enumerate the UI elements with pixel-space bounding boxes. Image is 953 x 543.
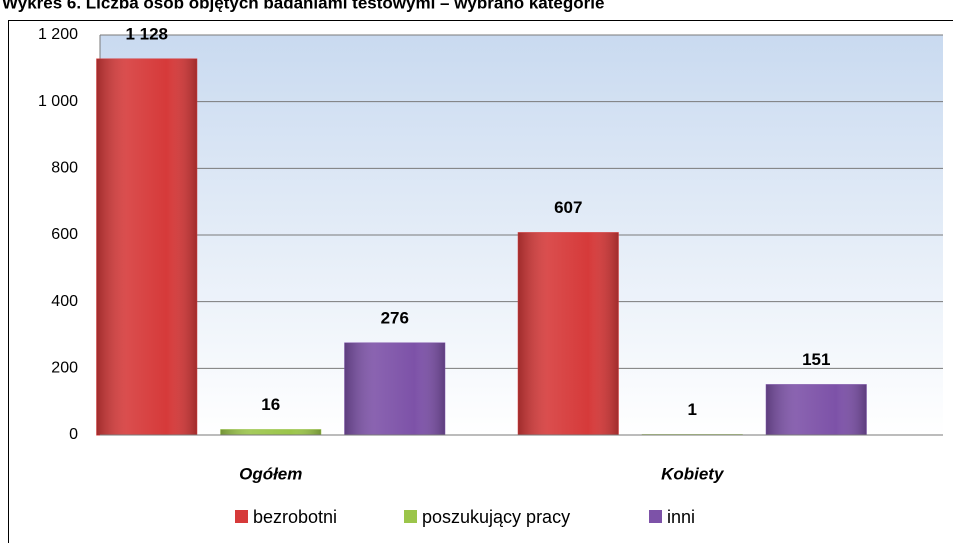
data-label: 276 bbox=[381, 308, 409, 327]
bar-shade bbox=[766, 384, 867, 435]
y-tick-label: 1 000 bbox=[38, 93, 78, 110]
legend-swatch bbox=[404, 510, 417, 523]
y-tick-label: 0 bbox=[69, 426, 78, 443]
chart-title: Wykres 6. Liczba osób objętych badaniami… bbox=[2, 0, 604, 12]
y-tick-label: 200 bbox=[51, 360, 78, 377]
y-tick-label: 1 200 bbox=[38, 26, 78, 43]
bar-shade bbox=[220, 429, 321, 435]
data-label: 1 bbox=[688, 400, 697, 419]
data-label: 16 bbox=[261, 395, 280, 414]
legend-label: bezrobotni bbox=[253, 507, 337, 527]
bar-shade bbox=[344, 343, 445, 435]
legend-swatch bbox=[235, 510, 248, 523]
y-tick-label: 400 bbox=[51, 293, 78, 310]
legend-label: poszukujący pracy bbox=[422, 507, 570, 527]
bar-shade bbox=[518, 232, 619, 435]
x-tick-label: Ogółem bbox=[239, 464, 302, 483]
data-label: 1 128 bbox=[125, 24, 168, 43]
legend-label: inni bbox=[667, 507, 695, 527]
y-tick-label: 600 bbox=[51, 226, 78, 243]
x-tick-label: Kobiety bbox=[661, 464, 725, 483]
data-label: 151 bbox=[802, 350, 830, 369]
bar-shade bbox=[96, 59, 197, 435]
legend-swatch bbox=[649, 510, 662, 523]
y-tick-label: 800 bbox=[51, 160, 78, 177]
data-label: 607 bbox=[554, 198, 582, 217]
